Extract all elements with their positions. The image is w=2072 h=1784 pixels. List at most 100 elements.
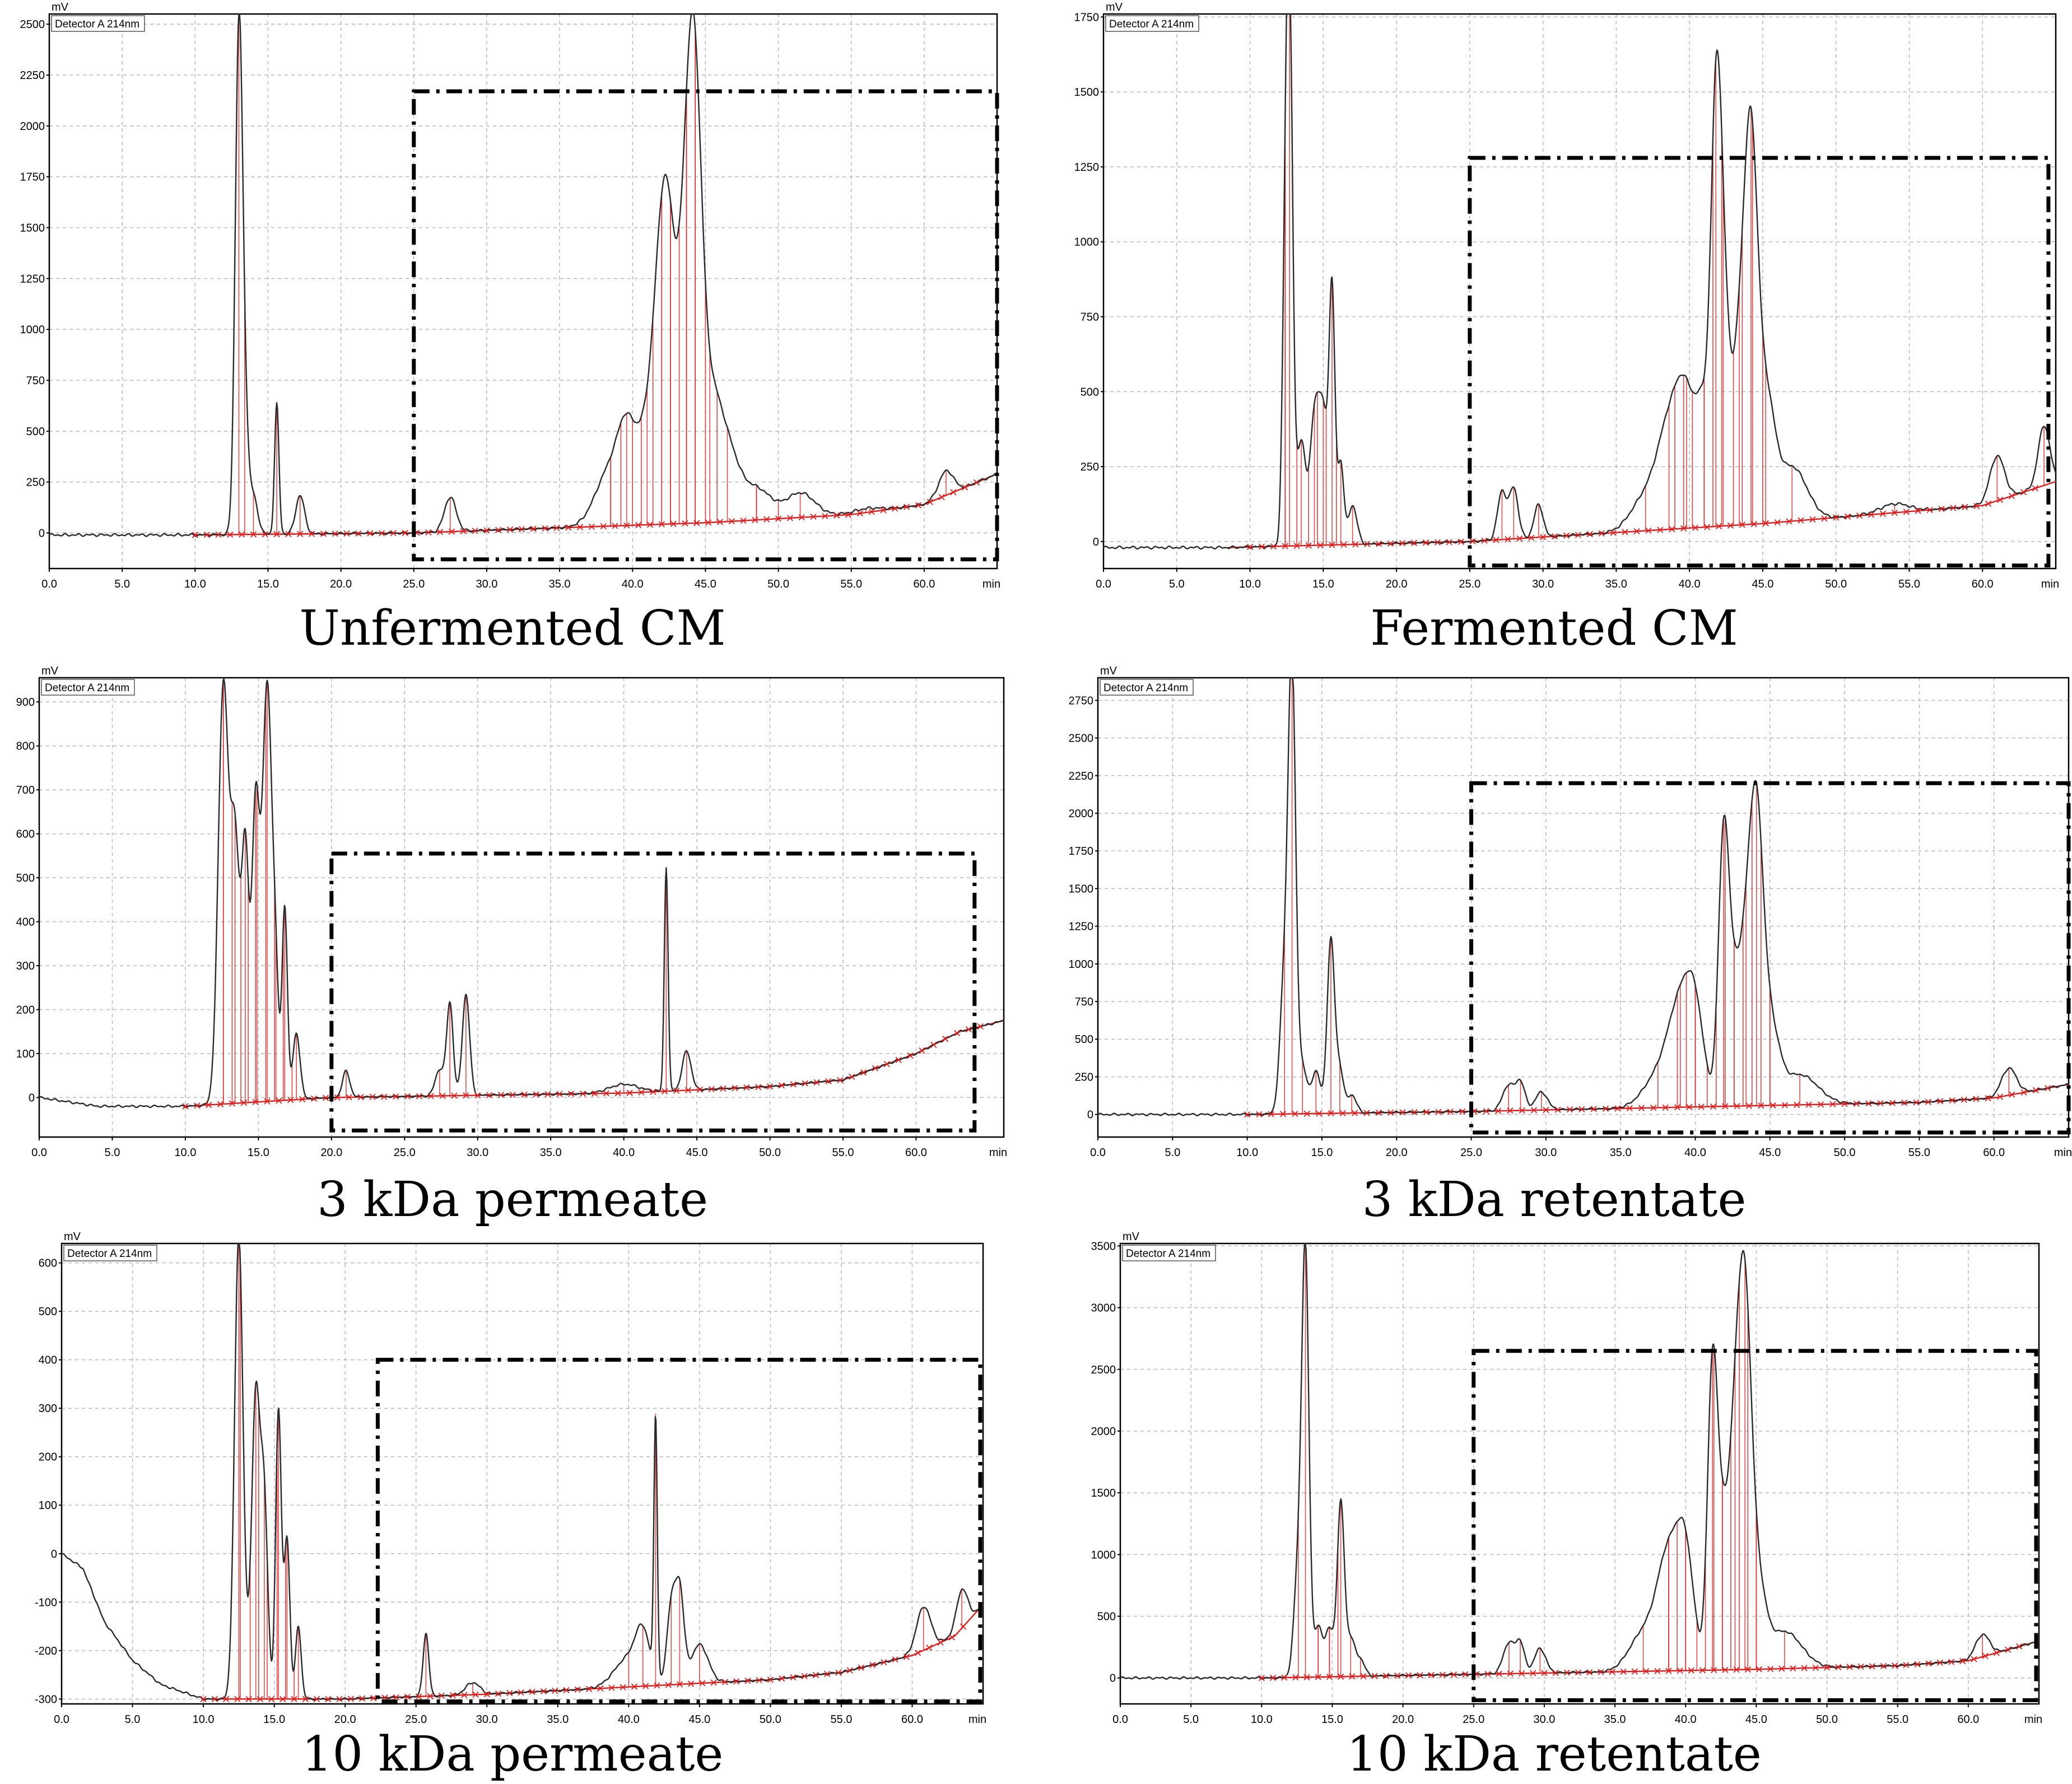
y-tick-label: 200 [16,1004,35,1016]
integration-marker [1950,505,1957,511]
y-tick-label: 500 [1081,386,1099,398]
integration-marker [1993,1650,2000,1656]
y-tick-label: 400 [39,1354,57,1367]
y-tick-label: -300 [35,1693,57,1706]
integration-marker [1363,1110,1370,1116]
integration-marker [332,530,338,537]
integration-marker [1750,521,1757,528]
peak-drop-lines [238,14,947,535]
integration-marker [390,530,397,537]
y-tick-label: 0 [1087,1109,1093,1121]
chart-caption: 3 kDa permeate [317,1172,708,1228]
integration-marker [1530,1670,1536,1676]
chromatogram-unfermented-cm: 0 250 500 750 1000 1250 1500 1750 2000 2250 2500 0.… [0,0,1036,656]
chart-caption: 10 kDa permeate [301,1726,724,1782]
integration-marker [926,499,933,505]
integration-marker [721,1679,729,1685]
integration-marker [892,505,898,512]
integration-marker [378,530,385,537]
chromatogram-svg-2: 0 100 200 300 400 500 600 700 800 900 0.0 5.0 10.0 15… [16,665,1007,1159]
x-tick-label: 0.0 [1090,1147,1106,1159]
integration-marker [1853,1100,1860,1107]
integration-marker [1835,1664,1842,1671]
detector-legend-box [1105,15,1199,32]
integration-marker [775,515,782,522]
x-tick-label: 10.0 [1239,578,1261,590]
integration-marker [600,523,607,530]
integration-marker [1622,529,1628,535]
integration-marker [903,1653,910,1660]
integration-marker [518,1689,524,1696]
integration-marker [1665,1667,1672,1674]
integration-marker [1399,540,1406,547]
integration-marker [1434,539,1441,546]
integration-marker [856,510,863,517]
integration-marker [1879,510,1887,517]
integration-marker [1481,537,1488,544]
integration-marker [1914,1661,1921,1667]
integration-marker [1518,1670,1525,1677]
integration-marker [461,1692,468,1698]
integration-marker [206,1101,212,1108]
integration-marker [1303,1674,1310,1680]
integration-marker [1654,1667,1661,1675]
integration-marker [1962,504,1968,510]
x-tick-label: 40.0 [1679,578,1701,590]
integration-marker [1352,541,1359,548]
x-tick-label: 20.0 [1386,578,1408,590]
integration-marker [1410,539,1418,546]
integration-marker [506,526,514,533]
y-unit-label: mV [1106,1,1123,13]
integration-marker [903,504,910,510]
y-tick-label: 2750 [1069,695,1094,707]
x-tick-label: 35.0 [547,1713,569,1726]
integration-marker [1349,1673,1356,1680]
plot-frame [1119,1242,2040,1705]
integration-marker [915,502,922,509]
integration-marker [553,524,560,532]
detector-legend-text: Detector A 214nm [67,1248,152,1260]
integration-marker [743,1084,750,1091]
y-tick-label: 1500 [1069,883,1094,895]
chromatogram-fermented-cm: 0 250 500 750 1000 1250 1500 1750 0.0 5.0 10.0 15.0… [1036,0,2072,656]
integration-marker [1774,519,1781,526]
chromatogram-svg-5: 0 500 1000 1500 2000 2500 3000 3500 0.0 5.0 10.0 15… [1091,1231,2043,1726]
x-tick-label: 45.0 [688,1713,710,1726]
x-tick-label: 45.0 [1759,1147,1781,1159]
y-tick-label: 100 [39,1499,57,1512]
x-tick-label: 10.0 [184,578,206,590]
integration-marker [355,530,362,537]
x-tick-label: 30.0 [467,1147,488,1159]
y-tick-label: 400 [16,916,35,929]
y-tick-label: 1000 [1069,958,1094,971]
integration-baseline [1261,1640,2040,1679]
y-tick-label: 1250 [1074,161,1100,174]
integration-marker [299,1096,306,1103]
integration-markers [192,479,980,538]
integration-baseline [195,473,998,536]
integration-marker [439,1092,446,1100]
integration-marker [1543,1106,1549,1114]
integration-marker [370,1694,377,1702]
integration-marker [790,1674,797,1681]
integration-marker [313,1696,320,1702]
y-tick-label: -100 [35,1596,57,1609]
integration-marker [268,1696,275,1702]
integration-marker [460,528,467,534]
x-tick-label: 55.0 [1898,578,1920,590]
integration-marker [1340,541,1347,548]
integration-marker [1575,532,1582,538]
chromatogram-svg-1: 0 250 500 750 1000 1250 1500 1750 0.0 5.0 10.0 15.0… [1074,1,2060,590]
x-unit-label: min [2041,578,2059,590]
integration-marker [2045,1085,2051,1092]
integration-marker [1650,1105,1657,1111]
integration-marker [1711,1666,1717,1674]
integration-marker [509,1091,516,1098]
integration-marker [732,1084,738,1092]
integration-marker [276,1097,282,1104]
x-tick-label: 15.0 [257,578,279,590]
integration-marker [1551,533,1558,540]
integration-marker [682,520,688,527]
plot-frame [48,13,998,570]
integration-marker [623,522,630,529]
